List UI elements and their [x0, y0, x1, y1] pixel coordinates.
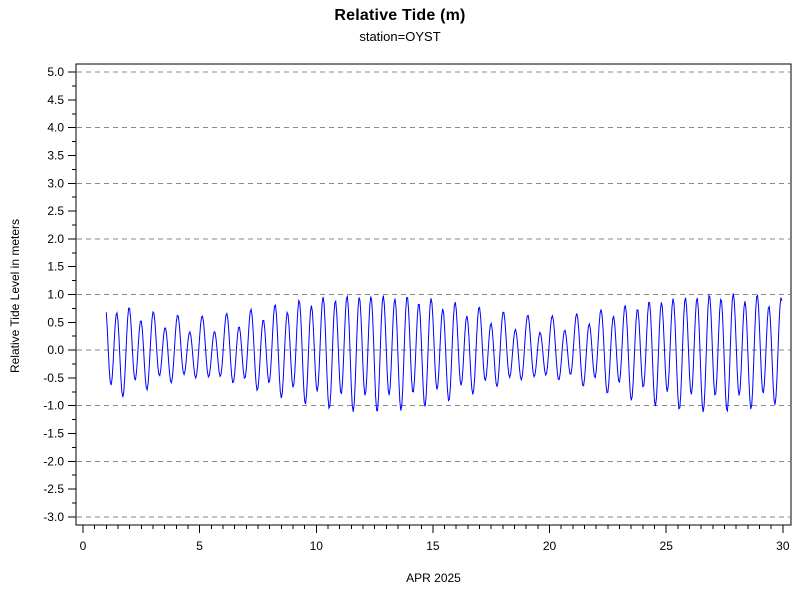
- svg-text:4.5: 4.5: [47, 93, 64, 107]
- svg-text:3.5: 3.5: [47, 148, 64, 162]
- svg-text:2.0: 2.0: [47, 232, 64, 246]
- svg-text:20: 20: [543, 539, 557, 553]
- svg-text:-1.0: -1.0: [43, 399, 64, 413]
- svg-text:-3.0: -3.0: [43, 510, 64, 524]
- svg-text:0: 0: [80, 539, 87, 553]
- svg-text:5: 5: [196, 539, 203, 553]
- x-axis-title: APR 2025: [406, 571, 461, 585]
- svg-text:25: 25: [660, 539, 674, 553]
- svg-text:1.5: 1.5: [47, 260, 64, 274]
- chart-title: Relative Tide (m): [334, 7, 466, 24]
- svg-text:5.0: 5.0: [47, 65, 64, 79]
- plot-frame: [75, 63, 792, 526]
- chart-subtitle: station=OYST: [359, 29, 441, 44]
- svg-text:-2.5: -2.5: [43, 482, 64, 496]
- svg-text:2.5: 2.5: [47, 204, 64, 218]
- svg-text:1.0: 1.0: [47, 288, 64, 302]
- svg-text:15: 15: [426, 539, 440, 553]
- svg-text:10: 10: [310, 539, 324, 553]
- svg-text:3.0: 3.0: [47, 176, 64, 190]
- svg-text:4.0: 4.0: [47, 121, 64, 135]
- tide-data-line: [105, 293, 783, 413]
- svg-text:0.5: 0.5: [47, 315, 64, 329]
- svg-text:30: 30: [776, 539, 790, 553]
- svg-text:-0.5: -0.5: [43, 371, 64, 385]
- svg-text:-2.0: -2.0: [43, 454, 64, 468]
- axis-tick-labels: 5.0 4.5 4.0 3.5 3.0 2.5 2.0 1.5 1.0 0.5 0.0 -0.5 -1.…: [43, 65, 790, 553]
- gridlines: [77, 71, 790, 518]
- svg-text:-1.5: -1.5: [43, 427, 64, 441]
- axis-ticks: [68, 71, 784, 533]
- svg-text:0.0: 0.0: [47, 343, 64, 357]
